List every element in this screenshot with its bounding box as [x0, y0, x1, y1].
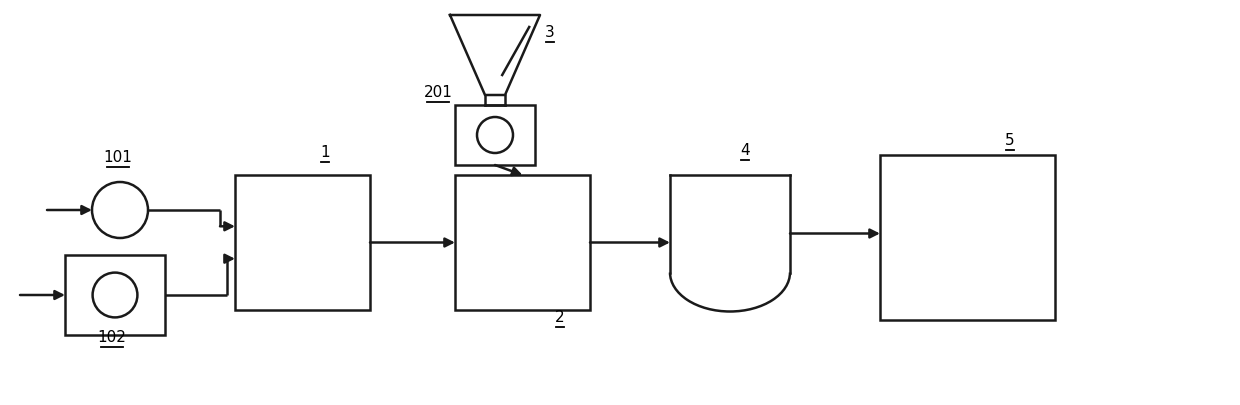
- Text: 3: 3: [546, 25, 554, 40]
- Text: 4: 4: [740, 143, 750, 158]
- Bar: [455, 105, 534, 165]
- Text: 102: 102: [98, 330, 126, 345]
- Text: 1: 1: [320, 145, 330, 160]
- Bar: [880, 155, 1055, 320]
- Text: 2: 2: [556, 310, 564, 325]
- Bar: [455, 175, 590, 310]
- Text: 5: 5: [1006, 133, 1014, 148]
- Bar: [64, 255, 165, 335]
- Bar: [236, 175, 370, 310]
- Text: 201: 201: [424, 85, 453, 100]
- Text: 101: 101: [104, 150, 133, 165]
